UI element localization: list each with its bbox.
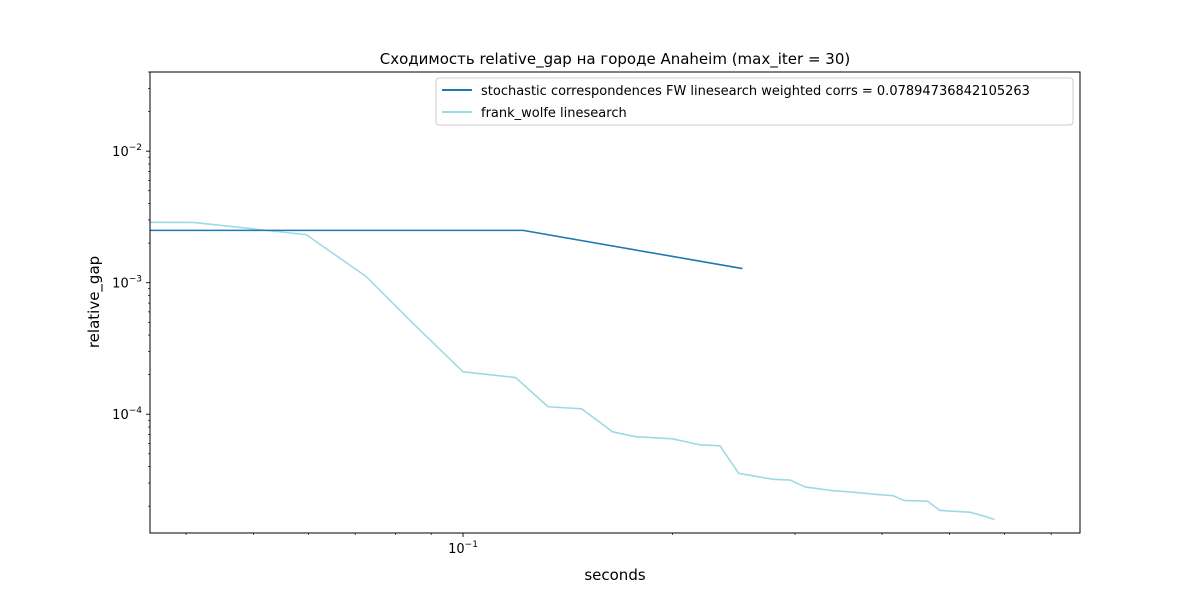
- x-axis-ticks: 10−1: [185, 533, 1052, 557]
- y-tick-label-exponent: −2: [129, 143, 142, 153]
- y-tick-label: 10−4: [112, 406, 142, 423]
- x-axis-label: seconds: [584, 566, 645, 584]
- series-line-2: [149, 221, 995, 521]
- legend: stochastic correspondences FW linesearch…: [435, 77, 1074, 126]
- y-axis-ticks: 10−410−310−2: [112, 71, 150, 507]
- y-tick-label: 10−3: [112, 275, 142, 292]
- x-tick-label-exponent: −1: [465, 540, 478, 550]
- legend-label-series-2: frank_wolfe linesearch: [481, 106, 627, 121]
- chart-title: Сходимость relative_gap на городе Anahei…: [380, 50, 850, 69]
- y-tick-label-exponent: −3: [129, 275, 142, 285]
- y-tick-label: 10−2: [112, 143, 142, 160]
- legend-label-series-1: stochastic correspondences FW linesearch…: [481, 84, 1030, 99]
- y-tick-label-base: 10: [112, 277, 129, 292]
- legend-box: [435, 77, 1074, 126]
- series-layer: [149, 221, 995, 521]
- y-axis-label: relative_gap: [85, 256, 104, 348]
- y-tick-label-base: 10: [112, 145, 129, 160]
- y-tick-label-exponent: −4: [129, 406, 143, 416]
- series-line-1: [150, 229, 743, 270]
- x-tick-label: 10−1: [448, 540, 478, 557]
- plot-frame: [149, 71, 1081, 534]
- x-tick-label-base: 10: [448, 542, 465, 557]
- y-tick-label-base: 10: [112, 408, 129, 423]
